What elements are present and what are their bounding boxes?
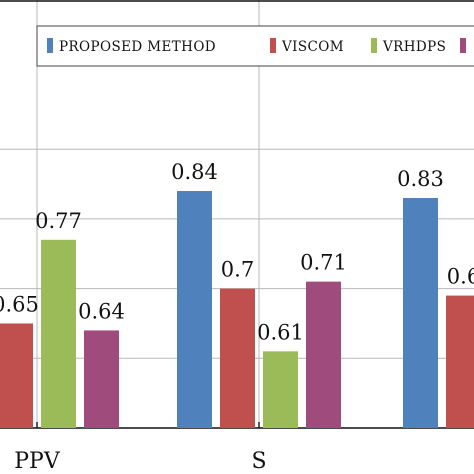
data-label: 0.6 (447, 265, 474, 289)
data-label: 0.64 (78, 299, 125, 323)
bar-viscom-s (220, 288, 255, 428)
data-label: 0.84 (171, 160, 218, 184)
data-label: 0.71 (300, 251, 347, 275)
x-tick-label: S (251, 449, 266, 474)
x-tick-label: PPV (14, 449, 61, 474)
grid-lines (0, 0, 474, 428)
bar-series-4-s (306, 281, 341, 428)
bars (0, 191, 474, 428)
category-tick-labels: PPV S (14, 449, 266, 474)
legend-swatch (270, 38, 276, 53)
data-label: 0.83 (397, 167, 444, 191)
data-labels: 0.84 0.83 0.65 0.7 0.6 0.77 0.61 0.64 0.71 (0, 160, 474, 344)
bar-series-4-ppv (84, 330, 119, 428)
legend: PROPOSED METHOD VISCOM VRHDPS (36, 25, 474, 67)
legend-label: VISCOM (281, 39, 344, 55)
legend-box (36, 25, 474, 67)
data-label: 0.77 (35, 209, 82, 233)
data-label: 0.65 (0, 292, 39, 316)
bar-vrhdps-ppv (41, 239, 76, 428)
legend-label: VRHDPS (382, 39, 446, 55)
legend-swatch (47, 38, 53, 53)
bar-vrhdps-s (263, 351, 298, 428)
legend-swatch (460, 38, 466, 53)
legend-label: PROPOSED METHOD (59, 39, 216, 55)
data-label: 0.61 (257, 320, 304, 344)
bar-proposed-method-s (177, 191, 212, 428)
data-label: 0.7 (221, 258, 254, 282)
bar-proposed-method-cat-3 (403, 197, 438, 428)
bar-viscom-cat-3 (446, 295, 474, 428)
legend-swatch (371, 38, 377, 53)
bar-viscom-ppv (0, 323, 33, 428)
